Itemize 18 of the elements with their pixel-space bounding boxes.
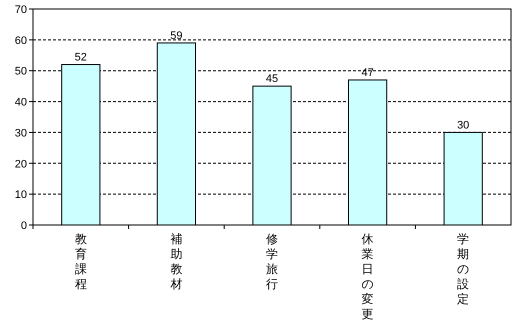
y-tick-label: 30 <box>14 127 27 140</box>
x-tick-label: 修学旅行 <box>266 232 278 291</box>
y-tick-label: 70 <box>14 4 27 16</box>
data-label: 59 <box>170 30 183 42</box>
x-tick-label: 学期の設定 <box>457 232 470 306</box>
data-label: 45 <box>266 73 278 86</box>
x-tick-label: 補助教材 <box>169 232 182 291</box>
data-label: 52 <box>74 52 87 64</box>
y-tick-label: 20 <box>14 158 27 170</box>
y-tick-label: 0 <box>20 220 27 232</box>
y-tick-label: 40 <box>14 96 27 109</box>
y-tick-label: 60 <box>14 34 27 47</box>
y-tick-label: 10 <box>14 189 27 202</box>
x-tick-label: 休業日の変更 <box>362 232 374 321</box>
x-tick-label: 教育課程 <box>74 232 87 291</box>
y-tick-label: 50 <box>14 66 27 78</box>
data-label: 30 <box>457 119 470 132</box>
data-label: 47 <box>361 66 374 79</box>
